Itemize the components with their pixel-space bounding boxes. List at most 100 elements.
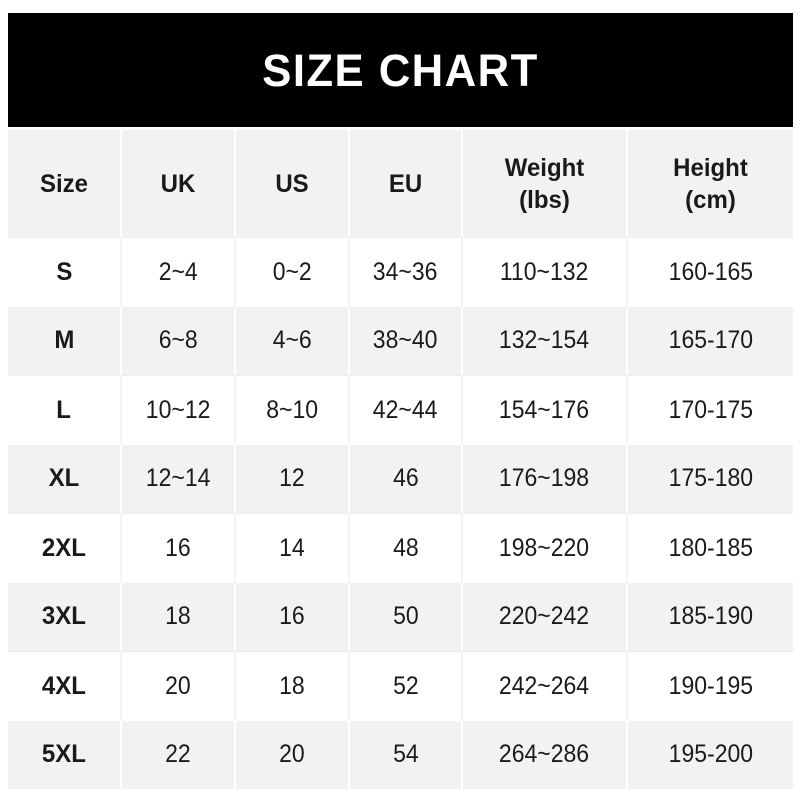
column-header-uk: UK [122,130,236,237]
cell-value-us: 16 [279,602,305,631]
cell-value-weight: 110~132 [500,257,589,286]
table-cell-height: 190-195 [628,651,793,721]
table-cell-eu: 50 [350,582,463,651]
size-chart-table: Size UK US EU Weight (lbs) [8,130,793,789]
table-cell-size: S [8,237,122,307]
cell-value-weight: 264~286 [499,740,590,769]
table-cell-height: 195-200 [628,720,793,789]
size-chart-table-container: Size UK US EU Weight (lbs) [8,130,793,789]
cell-value-eu: 42~44 [373,395,438,424]
column-header-uk-line1: UK [160,169,196,198]
table-cell-eu: 46 [350,444,463,513]
cell-value-us: 20 [279,740,305,769]
cell-value-height: 160-165 [668,257,753,286]
table-cell-height: 160-165 [628,237,793,307]
cell-value-height: 195-200 [668,740,753,769]
table-cell-eu: 42~44 [350,375,463,445]
table-cell-us: 4~6 [236,306,350,375]
column-header-size: Size [8,130,122,237]
cell-value-weight: 198~220 [499,533,590,562]
table-cell-size: M [8,306,122,375]
cell-value-eu: 54 [392,740,419,769]
table-cell-us: 0~2 [236,237,350,307]
table-cell-height: 175-180 [628,444,793,513]
table-cell-uk: 2~4 [122,237,236,307]
table-cell-size: 3XL [8,582,122,651]
table-header-row: Size UK US EU Weight (lbs) [8,130,793,237]
table-cell-us: 8~10 [236,375,350,445]
cell-value-us: 18 [279,671,305,700]
table-row: 2XL 16 14 48 198~220 180-185 [8,513,793,583]
table-cell-size: L [8,375,122,445]
cell-value-size: L [56,395,72,424]
cell-value-weight: 220~242 [499,602,590,631]
table-cell-us: 20 [236,720,350,789]
table-cell-weight: 242~264 [463,651,628,721]
cell-value-uk: 12~14 [145,464,211,493]
table-row: XL 12~14 12 46 176~198 175-180 [8,444,793,513]
cell-value-weight: 242~264 [499,671,590,700]
table-cell-size: 2XL [8,513,122,583]
table-cell-uk: 12~14 [122,444,236,513]
cell-value-weight: 176~198 [499,464,590,493]
column-header-us-line1: US [275,169,309,198]
table-row: 3XL 18 16 50 220~242 185-190 [8,582,793,651]
table-cell-height: 170-175 [628,375,793,445]
table-cell-uk: 10~12 [122,375,236,445]
cell-value-size: XL [48,464,80,493]
cell-value-height: 165-170 [668,326,753,355]
cell-value-eu: 52 [392,671,419,700]
column-header-weight: Weight (lbs) [463,130,628,237]
cell-value-size: 5XL [41,740,87,769]
cell-value-uk: 16 [165,533,191,562]
cell-value-size: 3XL [41,602,87,631]
cell-value-weight: 154~176 [499,395,590,424]
page-title: SIZE CHART [262,44,539,96]
table-cell-uk: 16 [122,513,236,583]
column-header-height: Height (cm) [628,130,793,237]
table-header: Size UK US EU Weight (lbs) [8,130,793,237]
table-cell-us: 12 [236,444,350,513]
table-row: 5XL 22 20 54 264~286 195-200 [8,720,793,789]
cell-value-uk: 22 [165,740,191,769]
table-row: M 6~8 4~6 38~40 132~154 165-170 [8,306,793,375]
cell-value-eu: 50 [392,602,419,631]
cell-value-height: 170-175 [668,395,753,424]
cell-value-height: 190-195 [668,671,753,700]
cell-value-uk: 20 [165,671,191,700]
cell-value-size: M [53,326,74,355]
table-cell-us: 18 [236,651,350,721]
column-header-eu-line1: EU [388,169,423,198]
title-banner: SIZE CHART [8,13,793,127]
table-row: S 2~4 0~2 34~36 110~132 160-165 [8,237,793,307]
table-body: S 2~4 0~2 34~36 110~132 160-165 M 6~8 4~6 38~40 13… [8,237,793,789]
table-cell-weight: 110~132 [463,237,628,307]
column-header-weight-line1: Weight [504,153,585,182]
table-cell-weight: 220~242 [463,582,628,651]
cell-value-height: 180-185 [668,533,753,562]
table-cell-uk: 22 [122,720,236,789]
column-header-us: US [236,130,350,237]
table-cell-size: 4XL [8,651,122,721]
table-cell-uk: 20 [122,651,236,721]
table-cell-eu: 38~40 [350,306,463,375]
table-cell-us: 16 [236,582,350,651]
table-cell-height: 185-190 [628,582,793,651]
cell-value-us: 8~10 [266,395,318,424]
cell-value-us: 14 [279,533,305,562]
table-cell-weight: 154~176 [463,375,628,445]
cell-value-height: 175-180 [668,464,753,493]
cell-value-size: 4XL [41,671,87,700]
table-cell-weight: 198~220 [463,513,628,583]
table-cell-weight: 132~154 [463,306,628,375]
column-header-size-line1: Size [39,169,89,198]
table-cell-us: 14 [236,513,350,583]
column-header-height-line1: Height [673,153,748,182]
table-cell-eu: 48 [350,513,463,583]
table-cell-weight: 176~198 [463,444,628,513]
table-cell-uk: 18 [122,582,236,651]
column-header-height-line2: (cm) [685,185,736,214]
table-cell-height: 165-170 [628,306,793,375]
cell-value-eu: 48 [392,533,419,562]
